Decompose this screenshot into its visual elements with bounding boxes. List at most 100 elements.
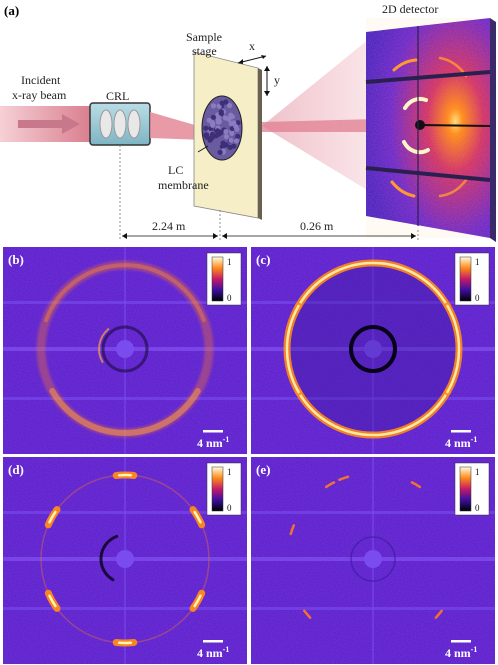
colorbar-gradient	[459, 466, 472, 512]
domain-dot	[204, 134, 210, 140]
lens-2-icon	[113, 109, 127, 139]
inner-ring	[350, 536, 396, 582]
weak-peak	[434, 609, 443, 619]
colorbar-max: 1	[227, 257, 232, 267]
domain-dot	[231, 143, 237, 149]
membrane-label-line1: LC	[168, 163, 183, 177]
stage-edge	[258, 68, 262, 220]
domain-dot	[206, 117, 212, 123]
lens-3-icon	[127, 109, 141, 139]
membrane-pointer	[197, 145, 209, 153]
domain-dot	[222, 115, 228, 121]
inner-dark-ring	[349, 325, 397, 373]
beamstop-icon	[116, 340, 134, 358]
bragg-peak-core	[48, 510, 57, 524]
weak-peak	[289, 524, 296, 536]
scale-exponent: -1	[223, 435, 230, 444]
domain-dot	[210, 103, 217, 109]
detector-noise	[366, 18, 490, 238]
beam-label-line1: Incident	[21, 73, 61, 87]
colorbar-max: 1	[475, 467, 480, 477]
scale-exponent: -1	[471, 645, 478, 654]
panel-label: (e)	[256, 462, 270, 477]
bragg-peak-core	[193, 510, 202, 524]
domain-dot	[210, 114, 216, 120]
beamstop-icon	[116, 550, 134, 568]
ring-upper	[44, 263, 206, 323]
scale-label: 4 nm-1	[197, 645, 229, 660]
x-axis-label: x	[249, 39, 255, 53]
colorbar-min: 0	[227, 293, 232, 303]
colorbar-gradient	[459, 256, 472, 302]
scale-exponent: -1	[223, 645, 230, 654]
schematic-panel: (a) Incident x-ray beam CRL Sample stage…	[0, 2, 496, 242]
inner-dark-arc	[99, 534, 119, 582]
domain-dot	[219, 100, 225, 106]
sharp-ring-core	[297, 261, 449, 308]
domain-dot	[213, 133, 219, 139]
domain-dot	[229, 114, 235, 120]
domain-dot	[235, 133, 241, 139]
stage-label-line1: Sample	[186, 30, 222, 44]
scale-exponent: -1	[471, 435, 478, 444]
stage-label-line2: stage	[192, 44, 217, 58]
detector-gaps	[365, 70, 491, 182]
colorbar-min: 0	[475, 293, 480, 303]
distance-2-label: 0.26 m	[300, 219, 334, 233]
bragg-peak-core	[48, 594, 57, 608]
domain-dot	[210, 122, 216, 128]
weak-peak	[303, 609, 312, 619]
domain-dot	[215, 128, 221, 134]
panel-d: (d) 1 0 4 nm-1	[3, 457, 247, 664]
membrane-label-line2: membrane	[158, 178, 209, 192]
scale-bar	[451, 430, 471, 433]
domain-dot	[223, 134, 230, 140]
scale-label: 4 nm-1	[445, 645, 477, 660]
domain-dot	[223, 129, 229, 135]
panel-a-label: (a)	[4, 3, 19, 18]
panel-label: (b)	[8, 252, 24, 267]
membrane-domains	[203, 99, 241, 155]
domain-dot	[235, 120, 241, 126]
panel-b: (b) 1 0 4 nm-1	[3, 247, 247, 454]
beam-arrow-icon	[18, 114, 80, 134]
domain-dot	[228, 137, 234, 143]
panel-c: (c) 1 0 4 nm-1	[251, 247, 495, 454]
scale-bar	[451, 640, 471, 643]
colorbar-min: 0	[475, 503, 480, 513]
bragg-peak-core	[193, 594, 202, 608]
beamstop-icon	[364, 340, 382, 358]
weak-peak	[324, 481, 336, 489]
domain-dot	[229, 130, 235, 136]
focused-beam	[150, 112, 205, 140]
panel-label: (d)	[8, 462, 24, 477]
domain-dot	[233, 138, 239, 144]
detector-edge	[490, 18, 496, 242]
colorbar-max: 1	[227, 467, 232, 477]
scale-label: 4 nm-1	[197, 435, 229, 450]
domain-dot	[227, 102, 233, 109]
scale-bar	[203, 640, 223, 643]
domain-dot	[220, 140, 226, 146]
beam-label-line2: x-ray beam	[12, 88, 67, 102]
inner-disc	[289, 265, 457, 433]
panel-e: (e) 1 0 4 nm-1	[251, 457, 495, 664]
detector-label: 2D detector	[382, 2, 438, 16]
domain-dot	[209, 135, 215, 141]
domain-dot	[215, 119, 221, 125]
inner-dark-ring	[101, 325, 149, 373]
beamstop-arm	[419, 124, 491, 127]
weak-peak	[338, 475, 350, 482]
x-arrowheads-icon	[238, 55, 266, 64]
colorbar-gradient	[211, 466, 224, 512]
y-axis-label: y	[274, 73, 280, 87]
colorbar-max: 1	[475, 257, 480, 267]
sharp-ring-core	[446, 304, 461, 394]
lens-1-icon	[99, 109, 113, 139]
colorbar-gradient	[211, 256, 224, 302]
domain-dot	[203, 125, 209, 131]
colorbar-min: 0	[227, 503, 232, 513]
sharp-ring-core	[297, 390, 449, 437]
domain-dot	[218, 109, 224, 115]
